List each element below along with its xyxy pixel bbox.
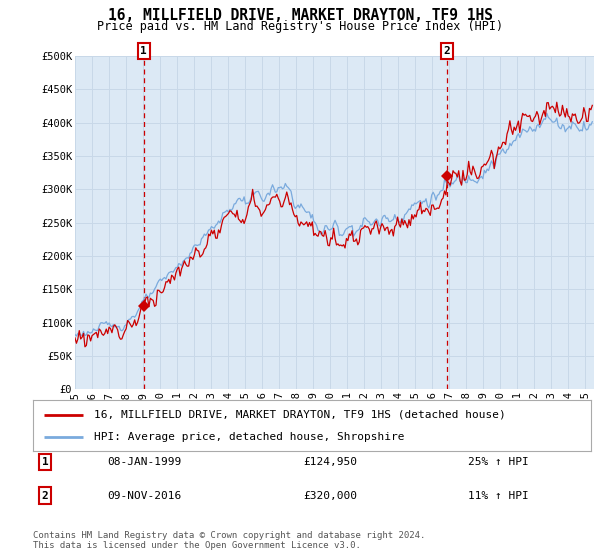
Text: 11% ↑ HPI: 11% ↑ HPI: [468, 491, 529, 501]
Text: £320,000: £320,000: [303, 491, 357, 501]
Text: 16, MILLFIELD DRIVE, MARKET DRAYTON, TF9 1HS (detached house): 16, MILLFIELD DRIVE, MARKET DRAYTON, TF9…: [94, 409, 506, 419]
Text: 2: 2: [41, 491, 49, 501]
Text: HPI: Average price, detached house, Shropshire: HPI: Average price, detached house, Shro…: [94, 432, 405, 442]
Text: £124,950: £124,950: [303, 457, 357, 467]
Text: 1: 1: [41, 457, 49, 467]
Text: 1: 1: [140, 46, 147, 56]
Text: Contains HM Land Registry data © Crown copyright and database right 2024.
This d: Contains HM Land Registry data © Crown c…: [33, 531, 425, 550]
Text: 09-NOV-2016: 09-NOV-2016: [107, 491, 181, 501]
Text: 08-JAN-1999: 08-JAN-1999: [107, 457, 181, 467]
Text: 16, MILLFIELD DRIVE, MARKET DRAYTON, TF9 1HS: 16, MILLFIELD DRIVE, MARKET DRAYTON, TF9…: [107, 8, 493, 24]
Text: 2: 2: [443, 46, 451, 56]
Text: 25% ↑ HPI: 25% ↑ HPI: [468, 457, 529, 467]
Text: Price paid vs. HM Land Registry's House Price Index (HPI): Price paid vs. HM Land Registry's House …: [97, 20, 503, 33]
